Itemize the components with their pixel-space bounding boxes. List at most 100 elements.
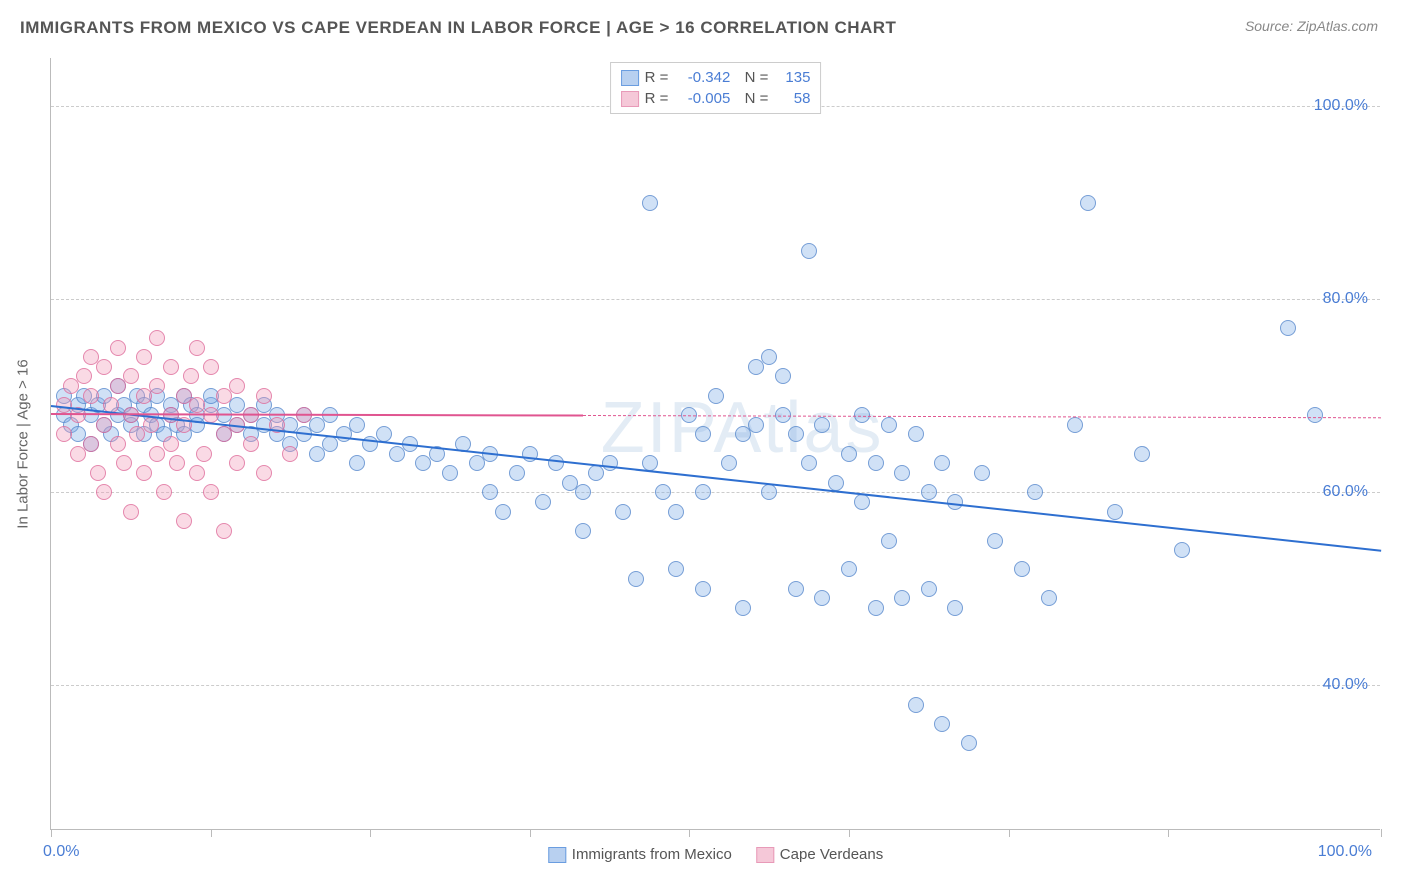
data-point: [575, 523, 591, 539]
data-point: [841, 561, 857, 577]
regression-line-extrapolated: [583, 415, 1381, 418]
data-point: [814, 417, 830, 433]
data-point: [256, 465, 272, 481]
data-point: [110, 340, 126, 356]
data-point: [934, 455, 950, 471]
data-point: [602, 455, 618, 471]
data-point: [163, 436, 179, 452]
data-point: [814, 590, 830, 606]
data-point: [123, 504, 139, 520]
data-point: [1041, 590, 1057, 606]
data-point: [149, 378, 165, 394]
data-point: [801, 243, 817, 259]
legend-label: Cape Verdeans: [780, 846, 883, 863]
y-tick-label: 100.0%: [1314, 97, 1368, 115]
data-point: [535, 494, 551, 510]
data-point: [921, 581, 937, 597]
x-label-left: 0.0%: [43, 843, 79, 861]
data-point: [908, 697, 924, 713]
n-value: 135: [774, 67, 810, 88]
data-point: [96, 484, 112, 500]
data-point: [96, 417, 112, 433]
data-point: [149, 330, 165, 346]
data-point: [788, 426, 804, 442]
data-point: [655, 484, 671, 500]
data-point: [615, 504, 631, 520]
x-label-right: 100.0%: [1318, 843, 1372, 861]
data-point: [668, 504, 684, 520]
data-point: [196, 446, 212, 462]
bottom-legend: Immigrants from MexicoCape Verdeans: [548, 846, 883, 863]
data-point: [116, 455, 132, 471]
data-point: [1107, 504, 1123, 520]
y-tick-label: 40.0%: [1323, 676, 1368, 694]
data-point: [176, 513, 192, 529]
n-label: N =: [736, 67, 768, 88]
legend-swatch: [756, 847, 774, 863]
x-tick: [849, 829, 850, 837]
r-label: R =: [645, 88, 669, 109]
data-point: [495, 504, 511, 520]
data-point: [189, 340, 205, 356]
data-point: [761, 484, 777, 500]
legend-item: Cape Verdeans: [756, 846, 883, 863]
x-tick: [530, 829, 531, 837]
data-point: [1280, 320, 1296, 336]
data-point: [894, 590, 910, 606]
data-point: [183, 368, 199, 384]
r-value: -0.342: [674, 67, 730, 88]
data-point: [349, 455, 365, 471]
x-tick: [1009, 829, 1010, 837]
data-point: [83, 436, 99, 452]
stats-row: R =-0.005 N = 58: [621, 88, 811, 109]
data-point: [509, 465, 525, 481]
data-point: [548, 455, 564, 471]
data-point: [1067, 417, 1083, 433]
data-point: [908, 426, 924, 442]
data-point: [788, 581, 804, 597]
n-value: 58: [774, 88, 810, 109]
data-point: [76, 368, 92, 384]
data-point: [761, 349, 777, 365]
data-point: [735, 600, 751, 616]
data-point: [961, 735, 977, 751]
regression-line: [51, 405, 1381, 552]
data-point: [721, 455, 737, 471]
gridline: [51, 492, 1380, 493]
data-point: [189, 465, 205, 481]
data-point: [854, 494, 870, 510]
x-tick: [1168, 829, 1169, 837]
data-point: [1080, 195, 1096, 211]
data-point: [90, 465, 106, 481]
x-tick: [370, 829, 371, 837]
data-point: [881, 417, 897, 433]
data-point: [974, 465, 990, 481]
data-point: [868, 600, 884, 616]
data-point: [203, 359, 219, 375]
data-point: [1174, 542, 1190, 558]
stats-row: R =-0.342 N =135: [621, 67, 811, 88]
data-point: [442, 465, 458, 481]
r-value: -0.005: [674, 88, 730, 109]
data-point: [110, 436, 126, 452]
x-tick: [1381, 829, 1382, 837]
data-point: [934, 716, 950, 732]
data-point: [1027, 484, 1043, 500]
x-tick: [51, 829, 52, 837]
data-point: [1014, 561, 1030, 577]
data-point: [256, 388, 272, 404]
data-point: [169, 455, 185, 471]
n-label: N =: [736, 88, 768, 109]
data-point: [1307, 407, 1323, 423]
x-tick: [689, 829, 690, 837]
source-credit: Source: ZipAtlas.com: [1245, 18, 1378, 34]
data-point: [881, 533, 897, 549]
data-point: [801, 455, 817, 471]
data-point: [482, 484, 498, 500]
data-point: [203, 484, 219, 500]
data-point: [243, 436, 259, 452]
data-point: [894, 465, 910, 481]
data-point: [695, 426, 711, 442]
data-point: [987, 533, 1003, 549]
data-point: [136, 349, 152, 365]
